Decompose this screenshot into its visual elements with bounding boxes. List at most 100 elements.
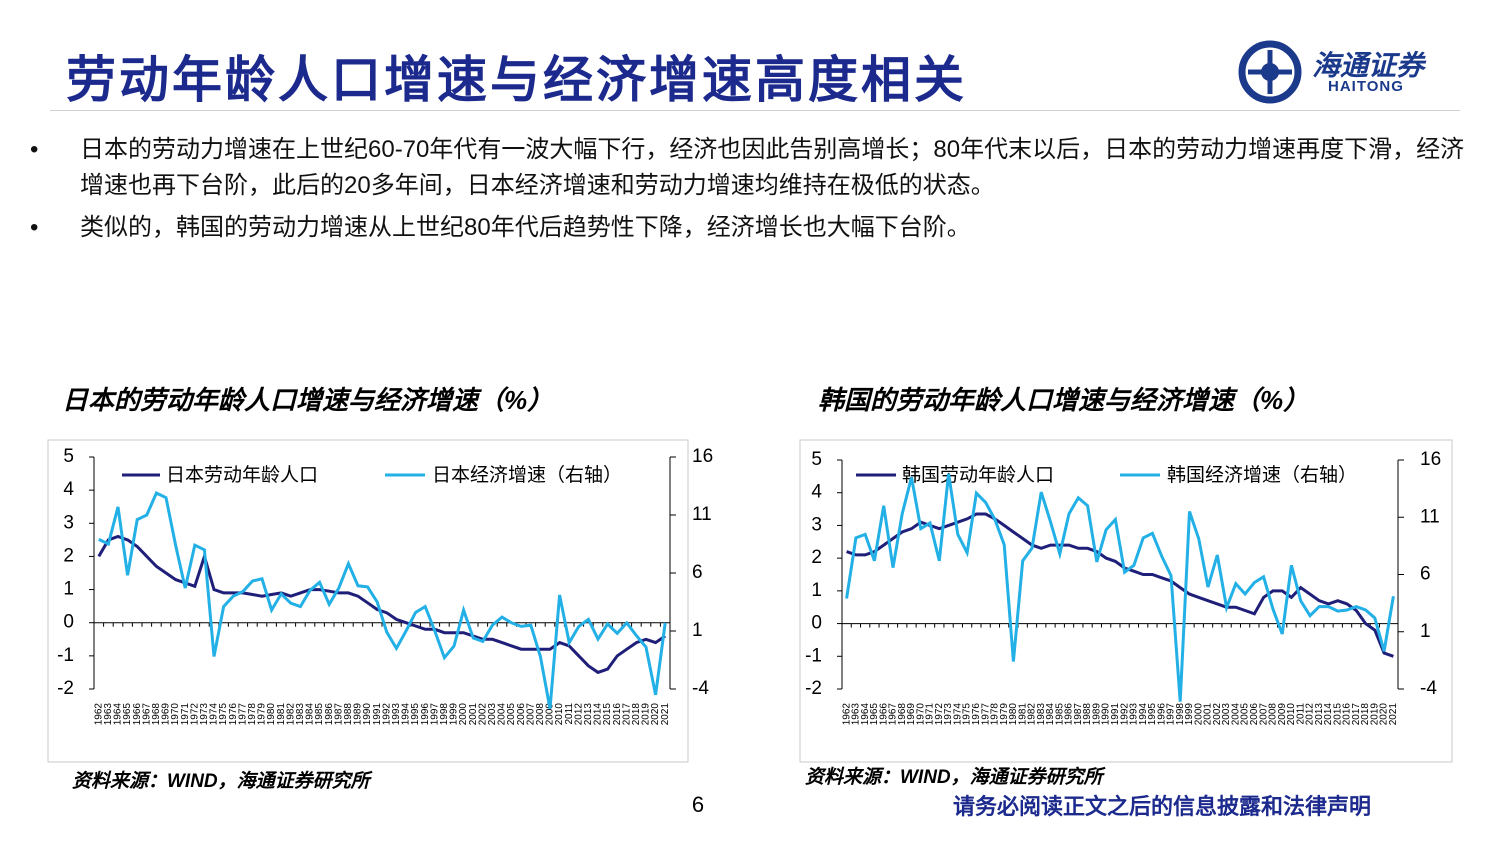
x-tick-label: 2003 xyxy=(487,703,498,726)
x-tick-label: 1992 xyxy=(381,703,392,726)
x-tick-label: 2019 xyxy=(1369,703,1380,726)
legend-label: 日本经济增速（右轴） xyxy=(432,464,622,486)
x-tick-label: 1967 xyxy=(888,703,899,726)
x-tick-label: 1990 xyxy=(1101,703,1112,726)
x-tick-label: 1969 xyxy=(161,703,172,726)
x-tick-label: 1971 xyxy=(925,703,936,726)
logo-text: 海通证券 xyxy=(1312,50,1425,81)
x-tick-label: 1994 xyxy=(401,703,412,726)
x-tick-label: 2016 xyxy=(1342,703,1353,726)
y2-tick-label: 16 xyxy=(1420,449,1441,470)
x-tick-label: 1970 xyxy=(915,703,926,726)
y-tick-label: 0 xyxy=(63,612,74,633)
x-tick-label: 2007 xyxy=(525,703,536,726)
x-tick-label: 2004 xyxy=(497,703,508,726)
x-tick-label: 1996 xyxy=(1156,703,1167,726)
x-tick-label: 2008 xyxy=(1268,703,1279,726)
x-tick-label: 1967 xyxy=(141,703,152,726)
x-tick-label: 2006 xyxy=(1249,703,1260,726)
x-tick-label: 1982 xyxy=(1027,703,1038,726)
x-tick-label: 1998 xyxy=(439,703,450,726)
x-tick-label: 2015 xyxy=(1332,703,1343,726)
x-tick-label: 2009 xyxy=(1277,703,1288,726)
x-tick-label: 2012 xyxy=(573,703,584,726)
y-tick-label: 0 xyxy=(811,613,822,634)
legend-label: 日本劳动年龄人口 xyxy=(166,464,318,486)
y-tick-label: 1 xyxy=(63,579,74,600)
x-tick-label: 1963 xyxy=(103,703,114,726)
y2-tick-label: 16 xyxy=(692,446,713,467)
x-tick-label: 1966 xyxy=(132,703,143,726)
x-tick-label: 2015 xyxy=(602,703,613,726)
y-tick-label: -1 xyxy=(57,645,74,666)
chart-title: 韩国的劳动年龄人口增速与经济增速（%） xyxy=(818,385,1309,415)
x-tick-label: 1992 xyxy=(1119,703,1130,726)
x-tick-label: 1977 xyxy=(237,703,248,726)
x-tick-label: 1995 xyxy=(1147,703,1158,726)
x-tick-label: 1989 xyxy=(1091,703,1102,726)
y-tick-label: 4 xyxy=(63,479,74,500)
x-tick-label: 1995 xyxy=(410,703,421,726)
bullet-text: 日本的劳动力增速在上世纪60-70年代有一波大幅下行，经济也因此告别高增长；80… xyxy=(80,136,1465,199)
x-tick-label: 1962 xyxy=(93,703,104,726)
x-tick-label: 1989 xyxy=(353,703,364,726)
series-line xyxy=(846,512,1394,658)
y-tick-label: 3 xyxy=(63,512,74,533)
x-tick-label: 1964 xyxy=(860,703,871,726)
x-tick-label: 1979 xyxy=(257,703,268,726)
x-tick-label: 2007 xyxy=(1258,703,1269,726)
x-tick-label: 1970 xyxy=(170,703,181,726)
x-tick-label: 2005 xyxy=(1240,703,1251,726)
y-tick-label: 5 xyxy=(63,446,74,467)
x-tick-label: 1975 xyxy=(218,703,229,726)
x-tick-label: 1982 xyxy=(285,703,296,726)
x-tick-label: 1968 xyxy=(151,703,162,726)
x-tick-label: 1994 xyxy=(1138,703,1149,726)
x-tick-label: 2011 xyxy=(1295,703,1306,725)
x-tick-label: 1969 xyxy=(906,703,917,726)
x-tick-label: 2002 xyxy=(1212,703,1223,726)
x-tick-label: 2018 xyxy=(631,703,642,726)
x-tick-label: 2001 xyxy=(1203,703,1214,726)
x-tick-label: 1984 xyxy=(1045,703,1056,726)
x-tick-label: 1962 xyxy=(841,703,852,726)
x-tick-label: 2021 xyxy=(1388,703,1399,726)
x-tick-label: 2019 xyxy=(641,703,652,726)
x-tick-label: 2008 xyxy=(535,703,546,726)
y-tick-label: 1 xyxy=(811,580,822,601)
x-tick-label: 1999 xyxy=(449,703,460,726)
source-note: 资料来源：WIND，海通证券研究所 xyxy=(72,770,373,792)
x-tick-label: 2018 xyxy=(1360,703,1371,726)
x-tick-label: 2020 xyxy=(1379,703,1390,726)
y2-tick-label: 1 xyxy=(692,620,703,641)
x-tick-label: 1975 xyxy=(962,703,973,726)
x-tick-label: 1980 xyxy=(1008,703,1019,726)
x-tick-label: 1965 xyxy=(122,703,133,726)
x-tick-label: 1997 xyxy=(429,703,440,726)
x-tick-label: 2005 xyxy=(506,703,517,726)
x-tick-label: 1963 xyxy=(851,703,862,726)
x-tick-label: 2013 xyxy=(1314,703,1325,726)
x-tick-label: 2002 xyxy=(477,703,488,726)
y-tick-label: -2 xyxy=(57,678,74,699)
x-tick-label: 1979 xyxy=(999,703,1010,726)
title-rule xyxy=(50,110,1460,111)
x-tick-label: 1972 xyxy=(934,703,945,726)
x-tick-label: 1985 xyxy=(1054,703,1065,726)
x-tick-label: 1998 xyxy=(1175,703,1186,726)
logo-text-en: HAITONG xyxy=(1328,78,1404,95)
x-tick-label: 2004 xyxy=(1230,703,1241,726)
x-tick-label: 1973 xyxy=(943,703,954,726)
x-tick-label: 1974 xyxy=(209,703,220,726)
y2-tick-label: 6 xyxy=(692,562,703,583)
x-tick-label: 2013 xyxy=(583,703,594,726)
x-tick-label: 2000 xyxy=(1193,703,1204,726)
legend-label: 韩国劳动年龄人口 xyxy=(902,464,1054,486)
x-tick-label: 1987 xyxy=(333,703,344,726)
y-tick-label: 3 xyxy=(811,514,822,535)
x-tick-label: 2011 xyxy=(564,703,575,725)
x-tick-label: 1972 xyxy=(189,703,200,726)
legend-label: 韩国经济增速（右轴） xyxy=(1167,464,1357,486)
x-tick-label: 1986 xyxy=(324,703,335,726)
